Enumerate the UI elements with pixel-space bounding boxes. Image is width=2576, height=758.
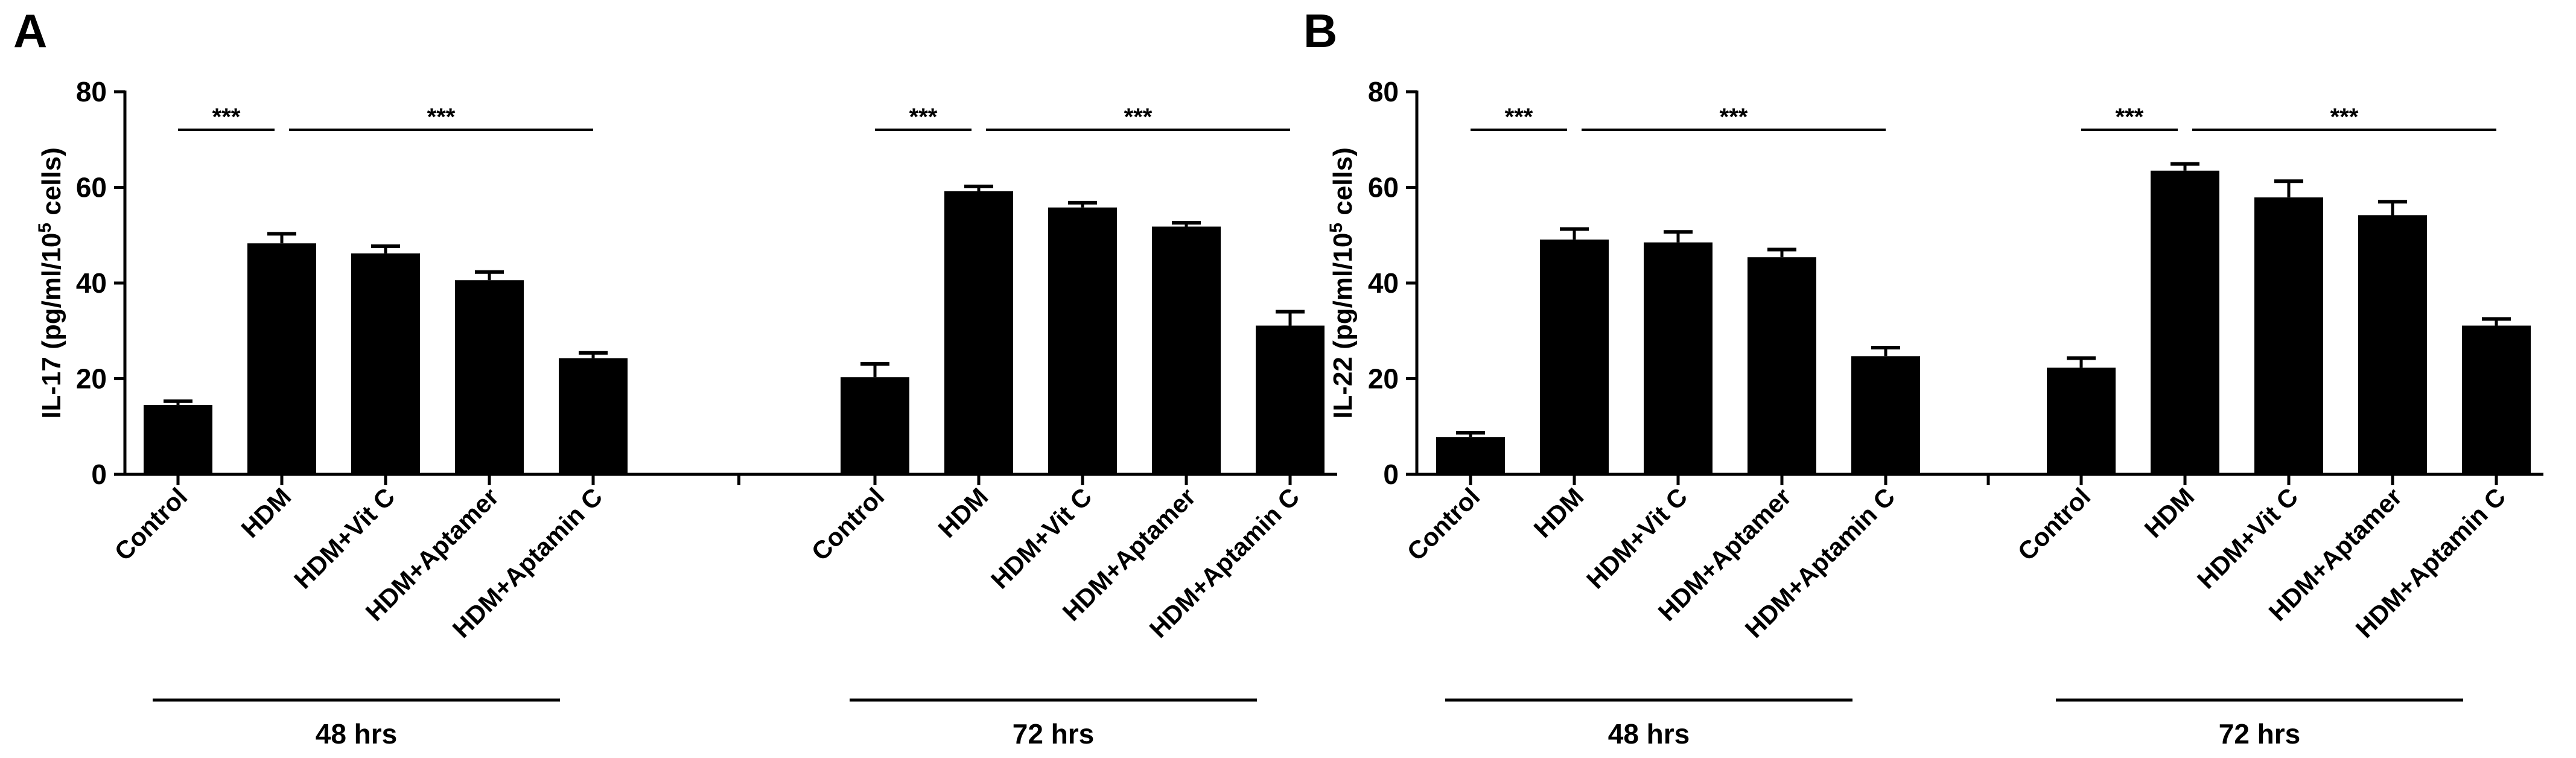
bar: [2462, 325, 2531, 474]
bar: [1644, 242, 1713, 474]
y-tick-label: 20: [1368, 363, 1399, 395]
bar: [559, 358, 628, 474]
y-tick-label: 0: [1383, 459, 1399, 490]
y-tick-label: 80: [76, 76, 107, 107]
y-tick-label: 60: [76, 172, 107, 203]
category-label: HDM+Vit C: [2192, 482, 2303, 594]
category-label: HDM: [2139, 482, 2199, 543]
bar: [1540, 239, 1609, 474]
bar: [1748, 257, 1816, 474]
y-axis-label: IL-17 (pg/ml/105 cells): [35, 147, 67, 419]
y-tick-label: 40: [1368, 267, 1399, 299]
category-label: HDM: [235, 482, 296, 543]
panel-b: B IL-22 (pg/ml/105 cells) 0 20 40 60 80 Control…: [1303, 4, 2543, 750]
bar: [1256, 325, 1325, 474]
category-label: HDM: [932, 482, 993, 543]
bar: [2358, 215, 2427, 474]
y-tick-label: 20: [76, 363, 107, 395]
category-label: Control: [1402, 482, 1486, 566]
category-label: Control: [2012, 482, 2096, 566]
category-label: Control: [806, 482, 890, 566]
panel-a: A IL-17 (pg/ml/105 cells) 0 20 40 60 80 Control…: [13, 4, 1337, 750]
significance-label: ***: [1124, 104, 1153, 130]
bar: [2047, 368, 2116, 474]
category-label: HDM+Vit C: [1581, 482, 1693, 594]
y-tick-label: 80: [1368, 76, 1399, 107]
category-label: HDM+Vit C: [985, 482, 1097, 594]
bar: [2254, 197, 2323, 474]
bar: [1048, 207, 1117, 474]
bar: [2151, 170, 2219, 474]
y-axis-label: IL-22 (pg/ml/105 cells): [1326, 147, 1358, 419]
significance-label: ***: [2116, 104, 2144, 130]
bar: [351, 253, 420, 474]
category-label: HDM: [1528, 482, 1589, 543]
y-tick-label: 60: [1368, 172, 1399, 203]
group-label: 72 hrs: [2219, 718, 2301, 750]
category-label: HDM+Vit C: [288, 482, 400, 594]
bar: [144, 405, 212, 474]
group-label: 48 hrs: [316, 718, 398, 750]
significance-label: ***: [1505, 104, 1533, 130]
significance-label: ***: [2330, 104, 2359, 130]
bar: [1436, 437, 1505, 474]
bar: [944, 191, 1013, 474]
bar: [247, 243, 316, 474]
panel-letter: B: [1303, 4, 1337, 57]
bar: [1851, 356, 1920, 474]
y-tick-label: 0: [91, 459, 107, 490]
significance-label: ***: [427, 104, 456, 130]
significance-label: ***: [212, 104, 241, 130]
panel-letter: A: [13, 4, 47, 57]
bar: [455, 280, 524, 474]
significance-label: ***: [1720, 104, 1748, 130]
bar: [1152, 226, 1221, 474]
significance-label: ***: [909, 104, 938, 130]
bar: [841, 377, 909, 474]
category-label: Control: [109, 482, 193, 566]
group-label: 48 hrs: [1608, 718, 1690, 750]
y-tick-label: 40: [76, 267, 107, 299]
group-label: 72 hrs: [1013, 718, 1095, 750]
